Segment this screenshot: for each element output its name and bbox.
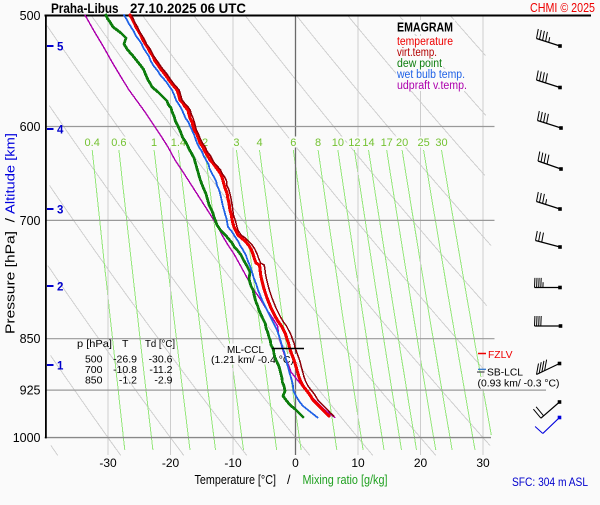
svg-text:25: 25 (417, 137, 429, 149)
svg-text:850: 850 (85, 375, 103, 387)
svg-text:p [hPa]: p [hPa] (77, 338, 112, 350)
svg-text:12: 12 (348, 137, 360, 149)
svg-text:700: 700 (20, 214, 41, 228)
svg-text:Td [°C]: Td [°C] (145, 338, 175, 350)
svg-text:(0.93 km/ -0.3 °C): (0.93 km/ -0.3 °C) (478, 378, 560, 390)
svg-text:10: 10 (332, 137, 344, 149)
svg-text:3: 3 (57, 205, 63, 217)
svg-text:Altitude [km]: Altitude [km] (4, 133, 18, 214)
svg-text:Praha-Libus: Praha-Libus (51, 1, 119, 16)
svg-text:10: 10 (351, 456, 365, 470)
svg-text:30: 30 (476, 456, 490, 470)
svg-text:6: 6 (290, 137, 296, 149)
svg-text:500: 500 (20, 9, 41, 23)
svg-text:Temperature [°C]: Temperature [°C] (195, 473, 277, 487)
svg-text:27.10.2025 06 UTC: 27.10.2025 06 UTC (130, 1, 246, 16)
svg-text:850: 850 (20, 332, 41, 346)
svg-text:1: 1 (151, 137, 157, 149)
svg-text:EMAGRAM: EMAGRAM (397, 21, 453, 35)
svg-text:-2.9: -2.9 (154, 375, 172, 387)
svg-text:CHMI © 2025: CHMI © 2025 (530, 1, 595, 15)
svg-text:1: 1 (57, 361, 64, 373)
svg-text:30: 30 (435, 137, 447, 149)
svg-text:FZLV: FZLV (488, 349, 513, 361)
svg-text:0: 0 (292, 456, 299, 470)
svg-text:-10: -10 (224, 456, 242, 470)
svg-text:1000: 1000 (13, 431, 41, 445)
svg-text:20: 20 (396, 137, 408, 149)
svg-text:4: 4 (256, 137, 262, 149)
svg-text:-1.2: -1.2 (119, 375, 137, 387)
svg-text:8: 8 (315, 137, 321, 149)
svg-text:20: 20 (414, 456, 428, 470)
svg-text:-20: -20 (162, 456, 180, 470)
svg-text:0.6: 0.6 (111, 137, 126, 149)
svg-text:600: 600 (20, 120, 41, 134)
svg-text:udpraft v.temp.: udpraft v.temp. (397, 80, 467, 92)
svg-text:17: 17 (381, 137, 393, 149)
svg-text:3: 3 (233, 137, 239, 149)
svg-text:(1.21 km/ -0.4 °C): (1.21 km/ -0.4 °C) (211, 354, 294, 366)
svg-text:/: / (287, 473, 291, 487)
svg-text:SFC: 304 m ASL: SFC: 304 m ASL (512, 475, 588, 489)
svg-text:T: T (122, 338, 129, 350)
svg-text:14: 14 (362, 137, 374, 149)
svg-text:0.4: 0.4 (85, 137, 100, 149)
svg-text:Mixing ratio [g/kg]: Mixing ratio [g/kg] (303, 473, 388, 487)
svg-text:5: 5 (57, 42, 64, 54)
svg-text:925: 925 (20, 384, 41, 398)
svg-text:2: 2 (57, 282, 63, 294)
svg-text:-30: -30 (99, 456, 117, 470)
svg-text:4: 4 (57, 125, 64, 137)
svg-text:Pressure [hPa] /: Pressure [hPa] / (4, 217, 18, 334)
